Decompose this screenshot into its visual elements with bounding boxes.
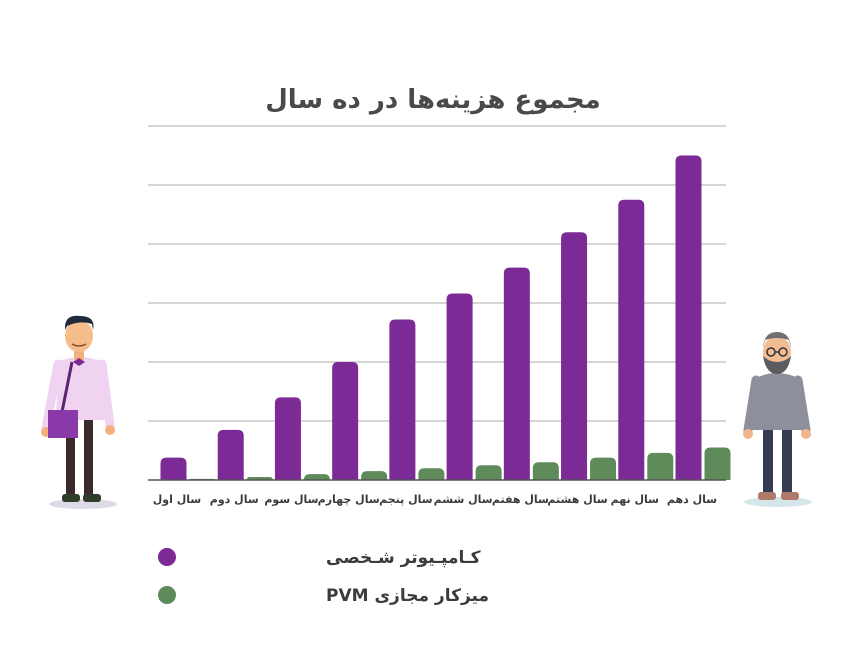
bearded-man-illustration	[743, 332, 812, 507]
bar-pc	[274, 397, 301, 480]
x-tick-label: سال هفتم	[492, 493, 549, 506]
bar-pvm	[303, 474, 330, 480]
x-tick-labels: سال اول سال دوم سال سوم سال چهارم سال پنجم سا…	[153, 493, 717, 506]
x-tick-label: سال چهارم	[318, 493, 380, 506]
young-man-illustration	[41, 315, 117, 509]
x-tick-label: سال پنجم	[379, 493, 433, 506]
bar-pc	[389, 319, 416, 480]
bar-pc	[618, 199, 645, 480]
bar-pvm	[704, 447, 731, 480]
bar-pvm	[590, 457, 617, 480]
x-tick-label: سال اول	[153, 493, 201, 506]
bar-pvm	[361, 471, 388, 480]
x-tick-label: سال دهم	[667, 493, 717, 506]
bar-pc	[332, 362, 359, 480]
x-tick-label: سال نهم	[611, 493, 659, 506]
x-tick-label: سال سوم	[264, 493, 318, 506]
bar-pc	[217, 429, 244, 480]
chart-title: مجموع هزینه‌ها در ده سال	[265, 85, 601, 115]
legend-swatch-pvm	[158, 586, 176, 604]
x-tick-label: سال دوم	[210, 493, 259, 506]
bar-pc	[503, 267, 530, 480]
bar-pc	[446, 293, 473, 480]
bars	[160, 155, 731, 480]
bar-pc	[561, 232, 588, 480]
legend-swatch-pc	[158, 548, 176, 566]
bar-pc	[160, 457, 187, 480]
bar-pvm	[532, 462, 559, 480]
bar-pvm	[418, 468, 445, 480]
bar-pvm	[647, 452, 674, 480]
x-tick-label: سال هشتم	[547, 493, 607, 506]
legend-label-pc: کـامپـیوتر شـخصی	[326, 548, 481, 568]
bar-pc	[675, 155, 702, 480]
bar-pvm	[475, 465, 502, 480]
legend-label-pvm: میزکار مجازی PVM	[326, 586, 489, 606]
x-tick-label: سال ششم	[434, 493, 493, 506]
